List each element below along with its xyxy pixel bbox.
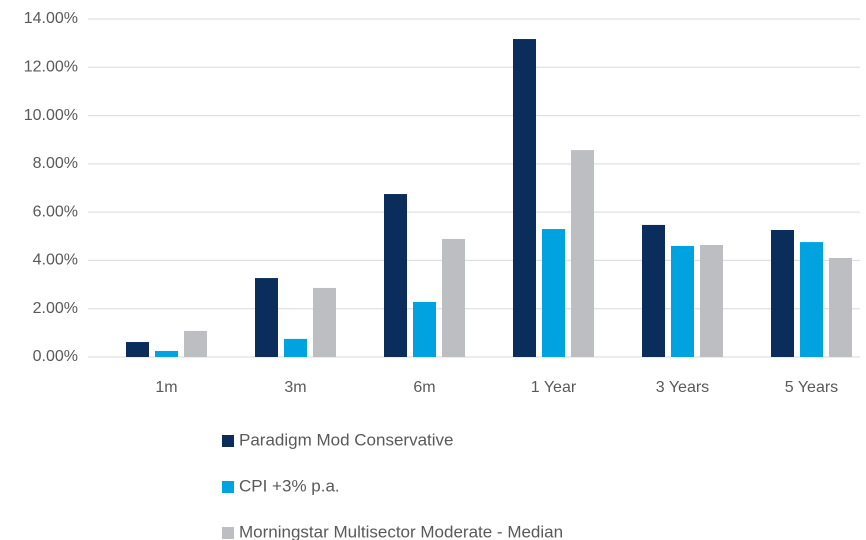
x-tick-label: 3 Years xyxy=(656,379,709,396)
legend-text: Morningstar Multisector Moderate - Media… xyxy=(239,522,563,540)
bar xyxy=(700,244,723,357)
bar xyxy=(384,194,407,357)
x-tick-label: 1m xyxy=(155,379,177,396)
legend-swatch xyxy=(222,481,234,493)
bar xyxy=(671,245,694,357)
bar xyxy=(255,278,278,357)
bar xyxy=(642,224,665,357)
y-tick-label: 4.00% xyxy=(33,252,78,269)
x-tick-label: 1 Year xyxy=(531,379,577,396)
x-tick-label: 3m xyxy=(284,379,306,396)
legend-swatch xyxy=(222,435,234,447)
bar xyxy=(413,301,436,357)
bar xyxy=(155,350,178,357)
bar xyxy=(442,238,465,357)
y-tick-label: 0.00% xyxy=(33,348,78,365)
bar xyxy=(126,342,149,357)
y-tick-label: 10.00% xyxy=(24,107,78,124)
bar xyxy=(184,330,207,357)
bar xyxy=(571,150,594,357)
legend-text: CPI +3% p.a. xyxy=(239,476,340,495)
bar xyxy=(313,287,336,357)
y-tick-label: 2.00% xyxy=(33,300,78,317)
bar xyxy=(829,258,852,357)
legend-text: Paradigm Mod Conservative xyxy=(239,430,453,449)
bar xyxy=(771,230,794,357)
bar xyxy=(513,39,536,357)
y-tick-label: 12.00% xyxy=(24,59,78,76)
y-tick-label: 8.00% xyxy=(33,155,78,172)
bar xyxy=(284,338,307,357)
bar xyxy=(800,242,823,357)
y-tick-label: 6.00% xyxy=(33,203,78,220)
x-tick-label: 5 Years xyxy=(785,379,838,396)
legend-swatch xyxy=(222,527,234,539)
y-tick-label: 14.00% xyxy=(24,10,78,27)
bar xyxy=(542,229,565,357)
x-tick-label: 6m xyxy=(413,379,435,396)
